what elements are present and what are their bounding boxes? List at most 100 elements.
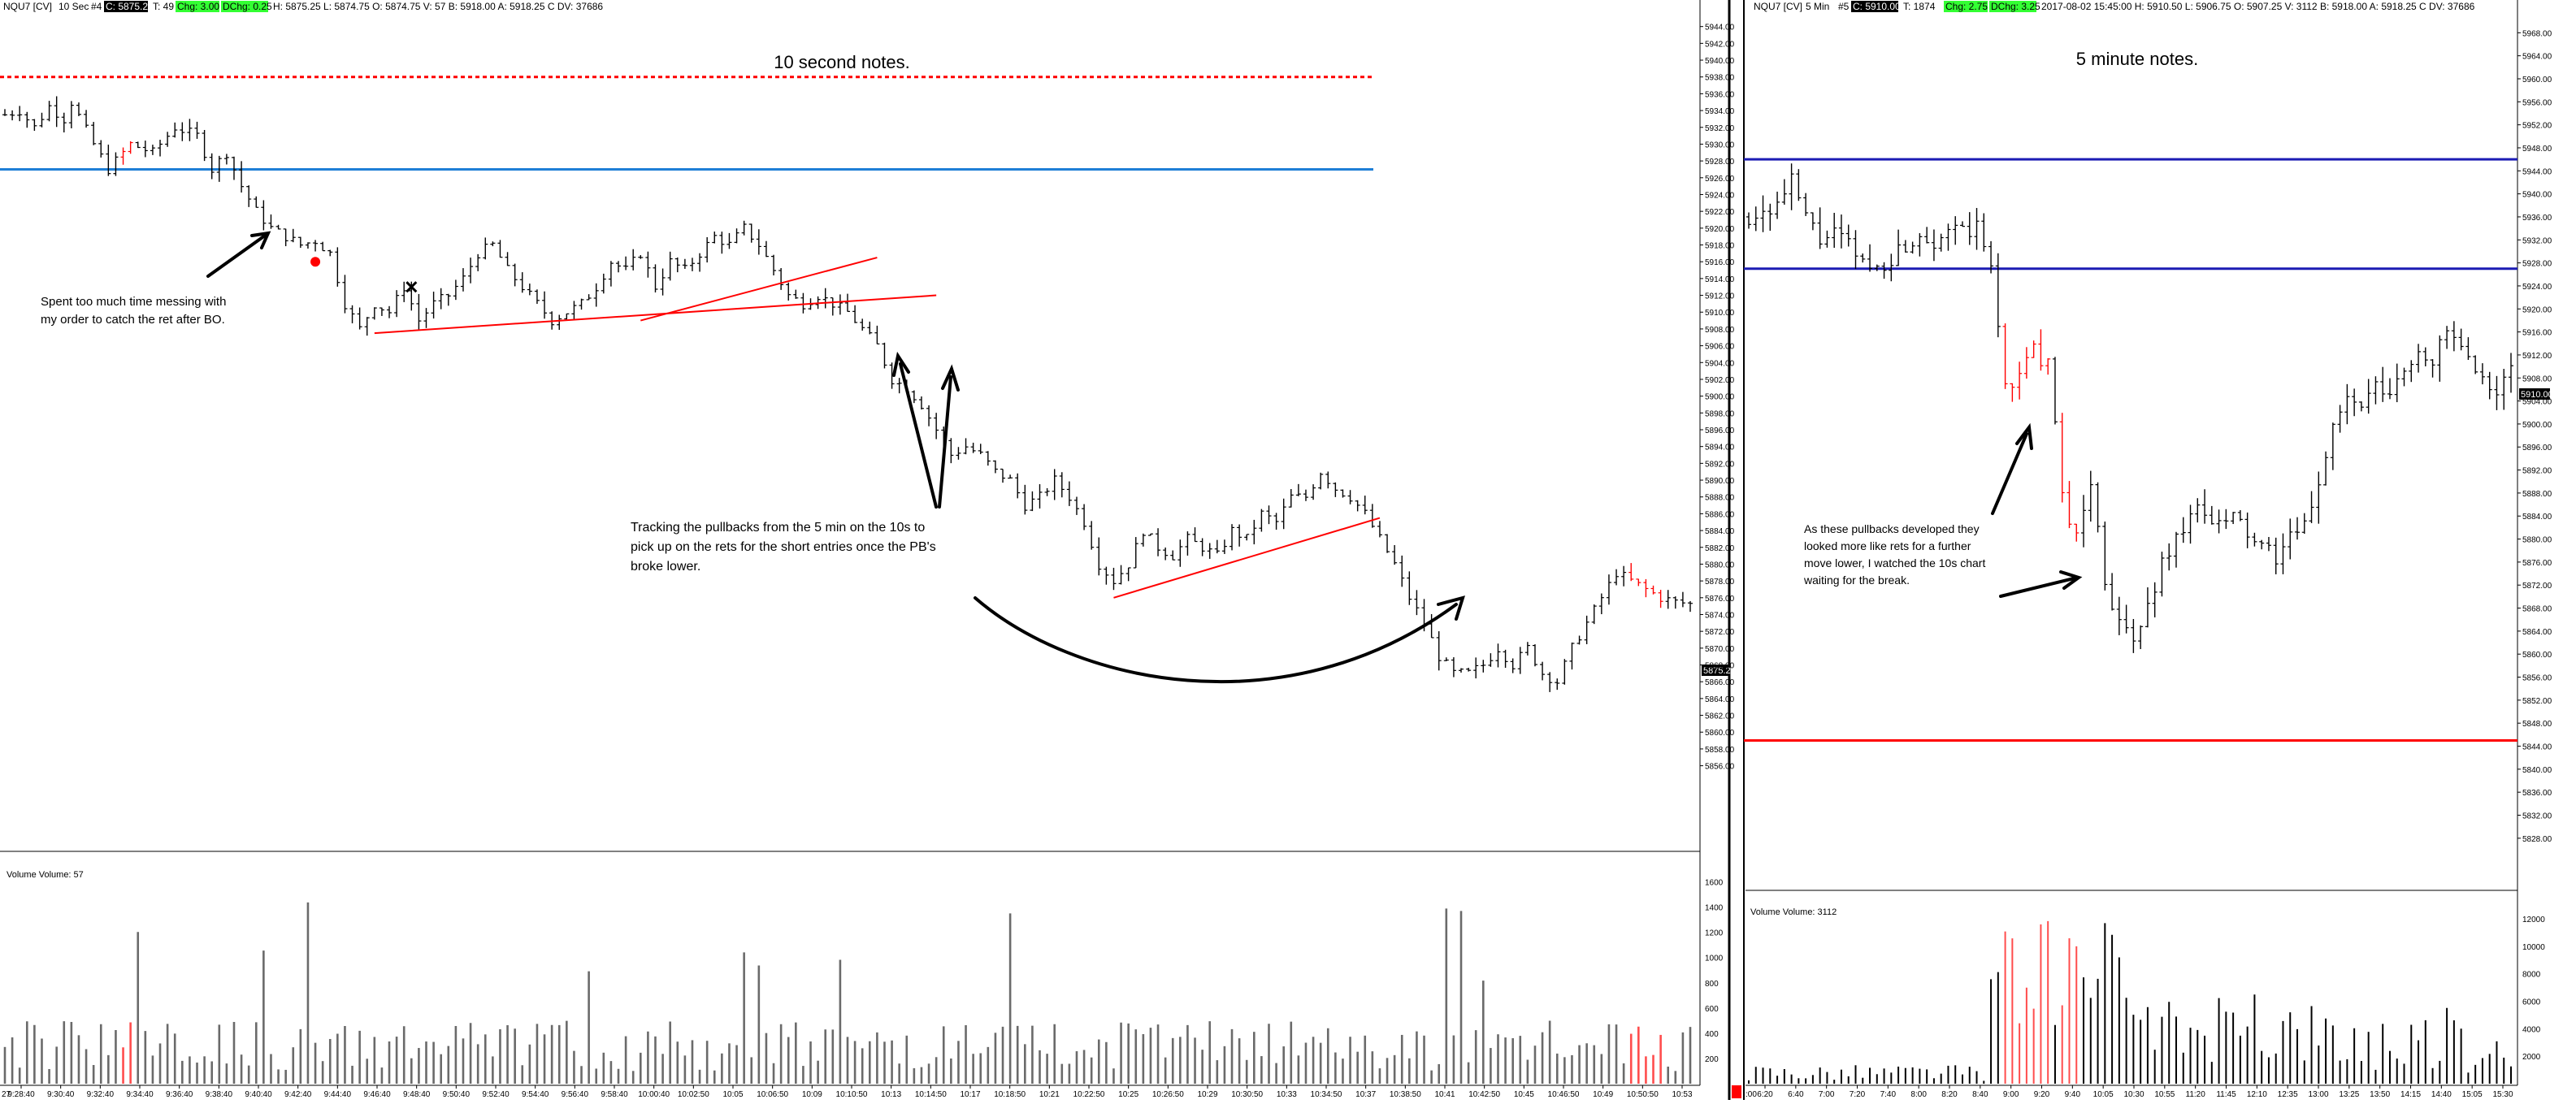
left-time-tick-label: 10:10:50 <box>836 1090 868 1099</box>
left-time-tick-label: 9:54:40 <box>522 1090 549 1099</box>
left-time-tick-label: 10:13 <box>881 1090 901 1099</box>
right-price-tick-label: 5876.00 <box>2522 559 2552 568</box>
left-price-tick-label: 5882.00 <box>1705 544 1735 553</box>
left-time-tick-label: 10:49 <box>1593 1090 1613 1099</box>
left-time-tick-label: 9:28:40 <box>7 1090 35 1099</box>
right-time-tick-label: 7:20 <box>1850 1090 1866 1099</box>
annotation-arrows <box>206 231 2083 684</box>
left-time-tick-label: 10:26:50 <box>1152 1090 1184 1099</box>
arrow-left-note <box>206 234 267 278</box>
left-price-tick-label: 5880.00 <box>1705 561 1735 569</box>
left-price-tick-label: 5866.00 <box>1705 678 1735 687</box>
left-price-tick-label: 5900.00 <box>1705 393 1735 402</box>
right-price-tick-label: 5884.00 <box>2522 513 2552 522</box>
right-volume-tick-label: 12000 <box>2522 916 2545 924</box>
right-price-tick-label: 5948.00 <box>2522 145 2552 154</box>
left-price-tick-label: 5904.00 <box>1705 359 1735 368</box>
left-price-tick-label: 5860.00 <box>1705 729 1735 738</box>
right-note-1-line-1: As these pullbacks developed they <box>1804 522 1980 535</box>
left-volume-tick-label: 1000 <box>1705 955 1724 963</box>
left-price-tick-label: 5884.00 <box>1705 527 1735 536</box>
left-volume-tick-label: 1400 <box>1705 904 1724 913</box>
left-last-price-tag: 5875.25 <box>1702 665 1736 676</box>
arrow-pullback-2-head <box>941 364 960 392</box>
right-last-price: 5910.00 <box>2521 390 2553 400</box>
left-header-ticks: T: 49 <box>153 1 174 12</box>
left-header-period: 10 Sec <box>59 1 89 12</box>
arrow-right-note-up-head <box>2015 422 2033 450</box>
left-note-1-line-1: Spent too much time messing with <box>41 295 226 309</box>
right-time-tick-label: 13:25 <box>2339 1090 2359 1099</box>
right-price-tick-label: 5936.00 <box>2522 214 2552 223</box>
left-chart-header: NQU7 [CV] 10 Sec #4 C: 5875.25 T: 49 Chg… <box>3 1 603 12</box>
right-price-tick-label: 5924.00 <box>2522 283 2552 292</box>
left-time-tick-label: 10:17 <box>960 1090 980 1099</box>
left-time-tick-label: 9:56:40 <box>562 1090 589 1099</box>
right-time-tick-label: 7:00 <box>1819 1090 1835 1099</box>
right-time-tick-label: 10:05 <box>2093 1090 2114 1099</box>
right-price-tick-label: 5944.00 <box>2522 167 2552 176</box>
right-price-tick-label: 5868.00 <box>2522 605 2552 614</box>
right-price-tick-label: 5888.00 <box>2522 490 2552 499</box>
left-header-symbol: NQU7 [CV] <box>3 1 52 12</box>
right-time-tick-label: 9:20 <box>2034 1090 2050 1099</box>
right-time-tick-label: 15:30 <box>2492 1090 2513 1099</box>
right-header-ticks: T: 1874 <box>1903 1 1936 12</box>
right-note-1: As these pullbacks developed they looked… <box>1803 522 1985 587</box>
left-time-tick-label: 10:33 <box>1277 1090 1297 1099</box>
right-volume-tick-label: 4000 <box>2522 1025 2541 1034</box>
right-time-tick-label: 9:00 <box>2003 1090 2019 1099</box>
left-price-tick-label: 5936.00 <box>1705 90 1735 99</box>
left-time-tick-label: 10:53 <box>1672 1090 1692 1099</box>
right-header-chg: Chg: 2.75 <box>1945 1 1988 12</box>
left-marker-dot <box>310 257 321 267</box>
left-time-tick-label: 9:44:40 <box>324 1090 352 1099</box>
right-price-tick-label: 5960.00 <box>2522 76 2552 84</box>
left-time-tick-label: 10:21 <box>1039 1090 1060 1099</box>
right-time-tick-label: 11:45 <box>2216 1090 2236 1099</box>
right-header-close: C: 5910.00 <box>1853 1 1901 12</box>
left-price-tick-label: 5888.00 <box>1705 494 1735 503</box>
left-price-tick-label: 5858.00 <box>1705 746 1735 755</box>
left-price-tick-label: 5940.00 <box>1705 57 1735 66</box>
arrow-right-note-up <box>1991 432 2028 515</box>
left-price-tick-label: 5918.00 <box>1705 242 1735 251</box>
left-volume-tick-label: 400 <box>1705 1030 1719 1039</box>
right-price-tick-label: 5952.00 <box>2522 122 2552 131</box>
arrow-right-note-side <box>1999 577 2075 598</box>
left-price-tick-label: 5926.00 <box>1705 175 1735 184</box>
right-time-tick-label: 15:05 <box>2462 1090 2483 1099</box>
left-time-tick-label: 9:34:40 <box>126 1090 154 1099</box>
right-price-tick-label: 5848.00 <box>2522 720 2552 729</box>
left-note-2-line-1: Tracking the pullbacks from the 5 min on… <box>631 521 925 535</box>
left-chart-title: 10 second notes. <box>774 52 910 72</box>
left-price-tick-label: 5934.00 <box>1705 107 1735 116</box>
left-volume-label: Volume Volume: 57 <box>7 870 84 880</box>
left-time-tick-label: 10:34:50 <box>1311 1090 1342 1099</box>
arrow-left-note-head <box>250 231 271 249</box>
left-price-tick-label: 5868.00 <box>1705 662 1735 671</box>
right-price-tick-label: 5828.00 <box>2522 835 2552 844</box>
left-last-price: 5875.25 <box>1703 666 1736 676</box>
right-volume-tick-label: 2000 <box>2522 1053 2541 1062</box>
right-price-tick-label: 5844.00 <box>2522 743 2552 752</box>
left-note-2-line-3: broke lower. <box>631 560 700 574</box>
left-price-tick-label: 5864.00 <box>1705 695 1735 704</box>
left-price-tick-label: 5872.00 <box>1705 628 1735 637</box>
right-last-price-tag: 5910.00 <box>2519 388 2553 400</box>
left-price-tick-label: 5928.00 <box>1705 158 1735 167</box>
right-volume-tick-label: 10000 <box>2522 943 2545 952</box>
right-header-symbol: NQU7 [CV] <box>1754 1 1802 12</box>
left-price-tick-label: 5856.00 <box>1705 763 1735 772</box>
left-price-tick-label: 5896.00 <box>1705 426 1735 435</box>
left-price-tick-label: 5920.00 <box>1705 225 1735 234</box>
left-price-tick-label: 5894.00 <box>1705 444 1735 452</box>
right-header-period: 5 Min <box>1806 1 1829 12</box>
left-time-tick-label: 9:42:40 <box>284 1090 312 1099</box>
arrow-pullback-1-head <box>892 351 910 377</box>
right-price-tick-label: 5860.00 <box>2522 651 2552 660</box>
left-price-tick-label: 5862.00 <box>1705 712 1735 721</box>
right-time-tick-label: 14:40 <box>2431 1090 2452 1099</box>
right-time-tick-label: 11:20 <box>2186 1090 2206 1099</box>
left-time-tick-label: 10:06:50 <box>757 1090 788 1099</box>
